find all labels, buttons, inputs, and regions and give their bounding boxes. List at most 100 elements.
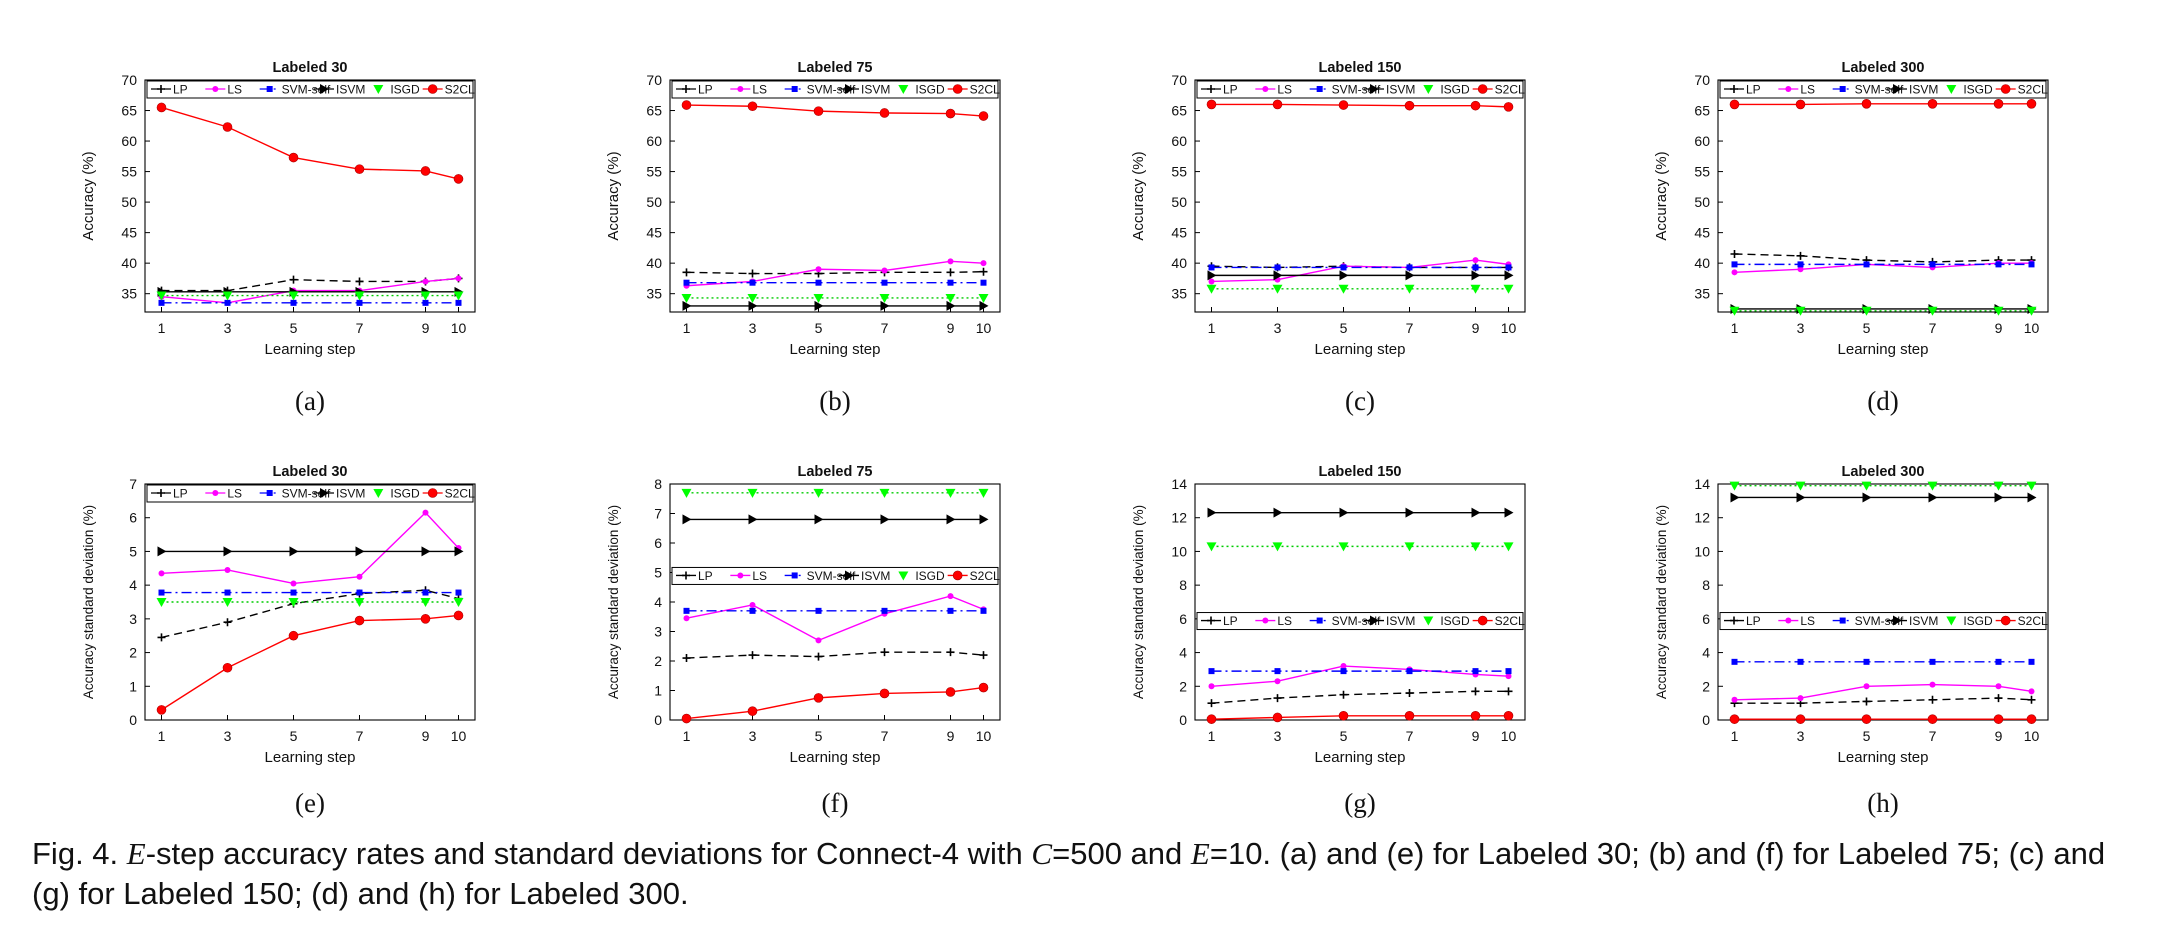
series-ls-point xyxy=(1863,683,1870,690)
legend-s2cl-point xyxy=(952,570,963,581)
series-svm-self-point xyxy=(158,299,165,306)
legend-svm-self-point xyxy=(791,86,798,92)
series-isgd-point xyxy=(1993,481,2004,491)
panel-label: (d) xyxy=(1867,386,1898,416)
y-tick-label: 12 xyxy=(1171,510,1187,526)
series-svm-self-point xyxy=(1929,658,1936,665)
series-isvm-point xyxy=(814,514,824,525)
series-lp-point xyxy=(979,651,988,660)
legend-s2cl-point xyxy=(952,84,963,94)
series-isgd-point xyxy=(1861,306,1872,316)
series-s2cl-point xyxy=(420,166,431,176)
x-axis-label: Learning step xyxy=(790,341,881,358)
legend-label: LS xyxy=(752,83,767,97)
legend-item-ls: LS xyxy=(1255,83,1292,97)
series-isgd-point xyxy=(879,488,890,498)
series-svm-self-point xyxy=(2028,658,2035,665)
series-svm-self-point xyxy=(947,279,954,286)
legend-svm-self-point xyxy=(791,572,798,579)
series-lp-point xyxy=(748,269,757,278)
series-isvm-point xyxy=(454,546,464,557)
plot-frame xyxy=(1717,79,2049,313)
series-svm-self-point xyxy=(749,607,756,614)
chart-panel-g: Labeled 150 0 2 4 6 8 10 12 14 1 3 5 7 9 10 Learning st… xyxy=(1131,464,1526,818)
series-ls-point xyxy=(1208,683,1215,690)
series-lp-point xyxy=(1928,695,1937,704)
x-tick-label: 9 xyxy=(947,320,955,336)
series-isgd-point xyxy=(879,293,890,303)
series-svm-self xyxy=(158,299,462,306)
legend-item-svm-self: SVM-self xyxy=(1309,83,1381,97)
legend-label: LS xyxy=(1277,83,1292,97)
series-svm-self-point xyxy=(881,607,888,614)
legend-ls-point xyxy=(212,490,219,496)
series-lp-point xyxy=(1273,694,1282,703)
series-lp-point xyxy=(1471,687,1480,696)
series-s2cl-point xyxy=(2026,99,2037,109)
series-ls-point xyxy=(1929,681,1936,688)
series-isgd-point xyxy=(453,291,464,301)
series-svm-self-point xyxy=(1863,261,1870,268)
y-tick-label: 45 xyxy=(121,225,137,241)
series-s2cl-point xyxy=(1927,714,1938,724)
y-tick-label: 35 xyxy=(121,286,137,302)
series-isgd-point xyxy=(1503,542,1514,552)
legend-label: LS xyxy=(1277,614,1292,628)
legend-box xyxy=(146,80,474,99)
series-line-s2cl xyxy=(161,106,459,180)
y-tick-label: 40 xyxy=(121,255,137,271)
chart-title: Labeled 150 xyxy=(1318,464,1401,480)
series-svm-self xyxy=(683,279,987,286)
series-isgd-point xyxy=(354,598,365,607)
series-isvm-point xyxy=(1504,507,1514,518)
series-isvm-point xyxy=(223,546,233,557)
legend-lp-point xyxy=(157,85,165,93)
x-tick-label: 5 xyxy=(815,728,823,744)
legend-item-s2cl: S2CL xyxy=(1472,614,1525,628)
y-tick-label: 40 xyxy=(646,255,662,271)
legend-box xyxy=(146,484,474,503)
legend-item-isvm: ISVM xyxy=(314,487,365,501)
x-tick-label: 10 xyxy=(2024,728,2040,744)
series-isvm-point xyxy=(2027,492,2037,503)
series-ls-point xyxy=(1472,257,1479,264)
x-tick-label: 5 xyxy=(1340,320,1348,336)
x-tick-label: 10 xyxy=(451,320,467,336)
y-tick-label: 35 xyxy=(1694,286,1710,302)
series-svm-self-point xyxy=(158,589,165,596)
legend-s2cl-point xyxy=(1477,84,1488,94)
series-isgd xyxy=(156,598,464,607)
series-svm-self xyxy=(683,607,987,614)
series-ls-point xyxy=(1731,269,1738,276)
series-isgd-point xyxy=(222,291,233,301)
x-tick-label: 10 xyxy=(1501,320,1517,336)
panel-label: (c) xyxy=(1345,386,1375,416)
series-ls-point xyxy=(947,593,954,600)
series-isvm-point xyxy=(748,300,758,311)
x-tick-label: 10 xyxy=(976,320,992,336)
x-tick-label: 5 xyxy=(1863,320,1871,336)
legend-item-svm-self: SVM-self xyxy=(1832,83,1904,97)
series-line-s2cl xyxy=(1211,715,1509,720)
series-isvm-point xyxy=(1928,492,1938,503)
legend-s2cl-point xyxy=(427,488,438,498)
legend-box xyxy=(671,80,999,99)
series-isvm xyxy=(1207,270,1514,281)
legend: LP LS SVM-self ISVM ISGD S2CL xyxy=(1719,612,2048,631)
legend-item-lp: LP xyxy=(1724,614,1761,628)
series-svm-self-point xyxy=(1797,658,1804,665)
y-tick-label: 60 xyxy=(121,133,137,149)
series-svm-self-point xyxy=(290,299,297,306)
y-tick-label: 55 xyxy=(121,164,137,180)
legend-item-svm-self: SVM-self xyxy=(259,83,331,97)
series-lp-point xyxy=(2027,695,2036,704)
series-lp-point xyxy=(814,652,823,661)
legend-label: ISGD xyxy=(390,83,420,97)
legend-lp-point xyxy=(1730,85,1738,93)
series-lp-point xyxy=(157,633,166,642)
series-isgd-point xyxy=(1503,284,1514,294)
x-tick-label: 10 xyxy=(451,728,467,744)
series-isgd-point xyxy=(1927,481,1938,491)
caption-var-e: E xyxy=(126,836,146,871)
